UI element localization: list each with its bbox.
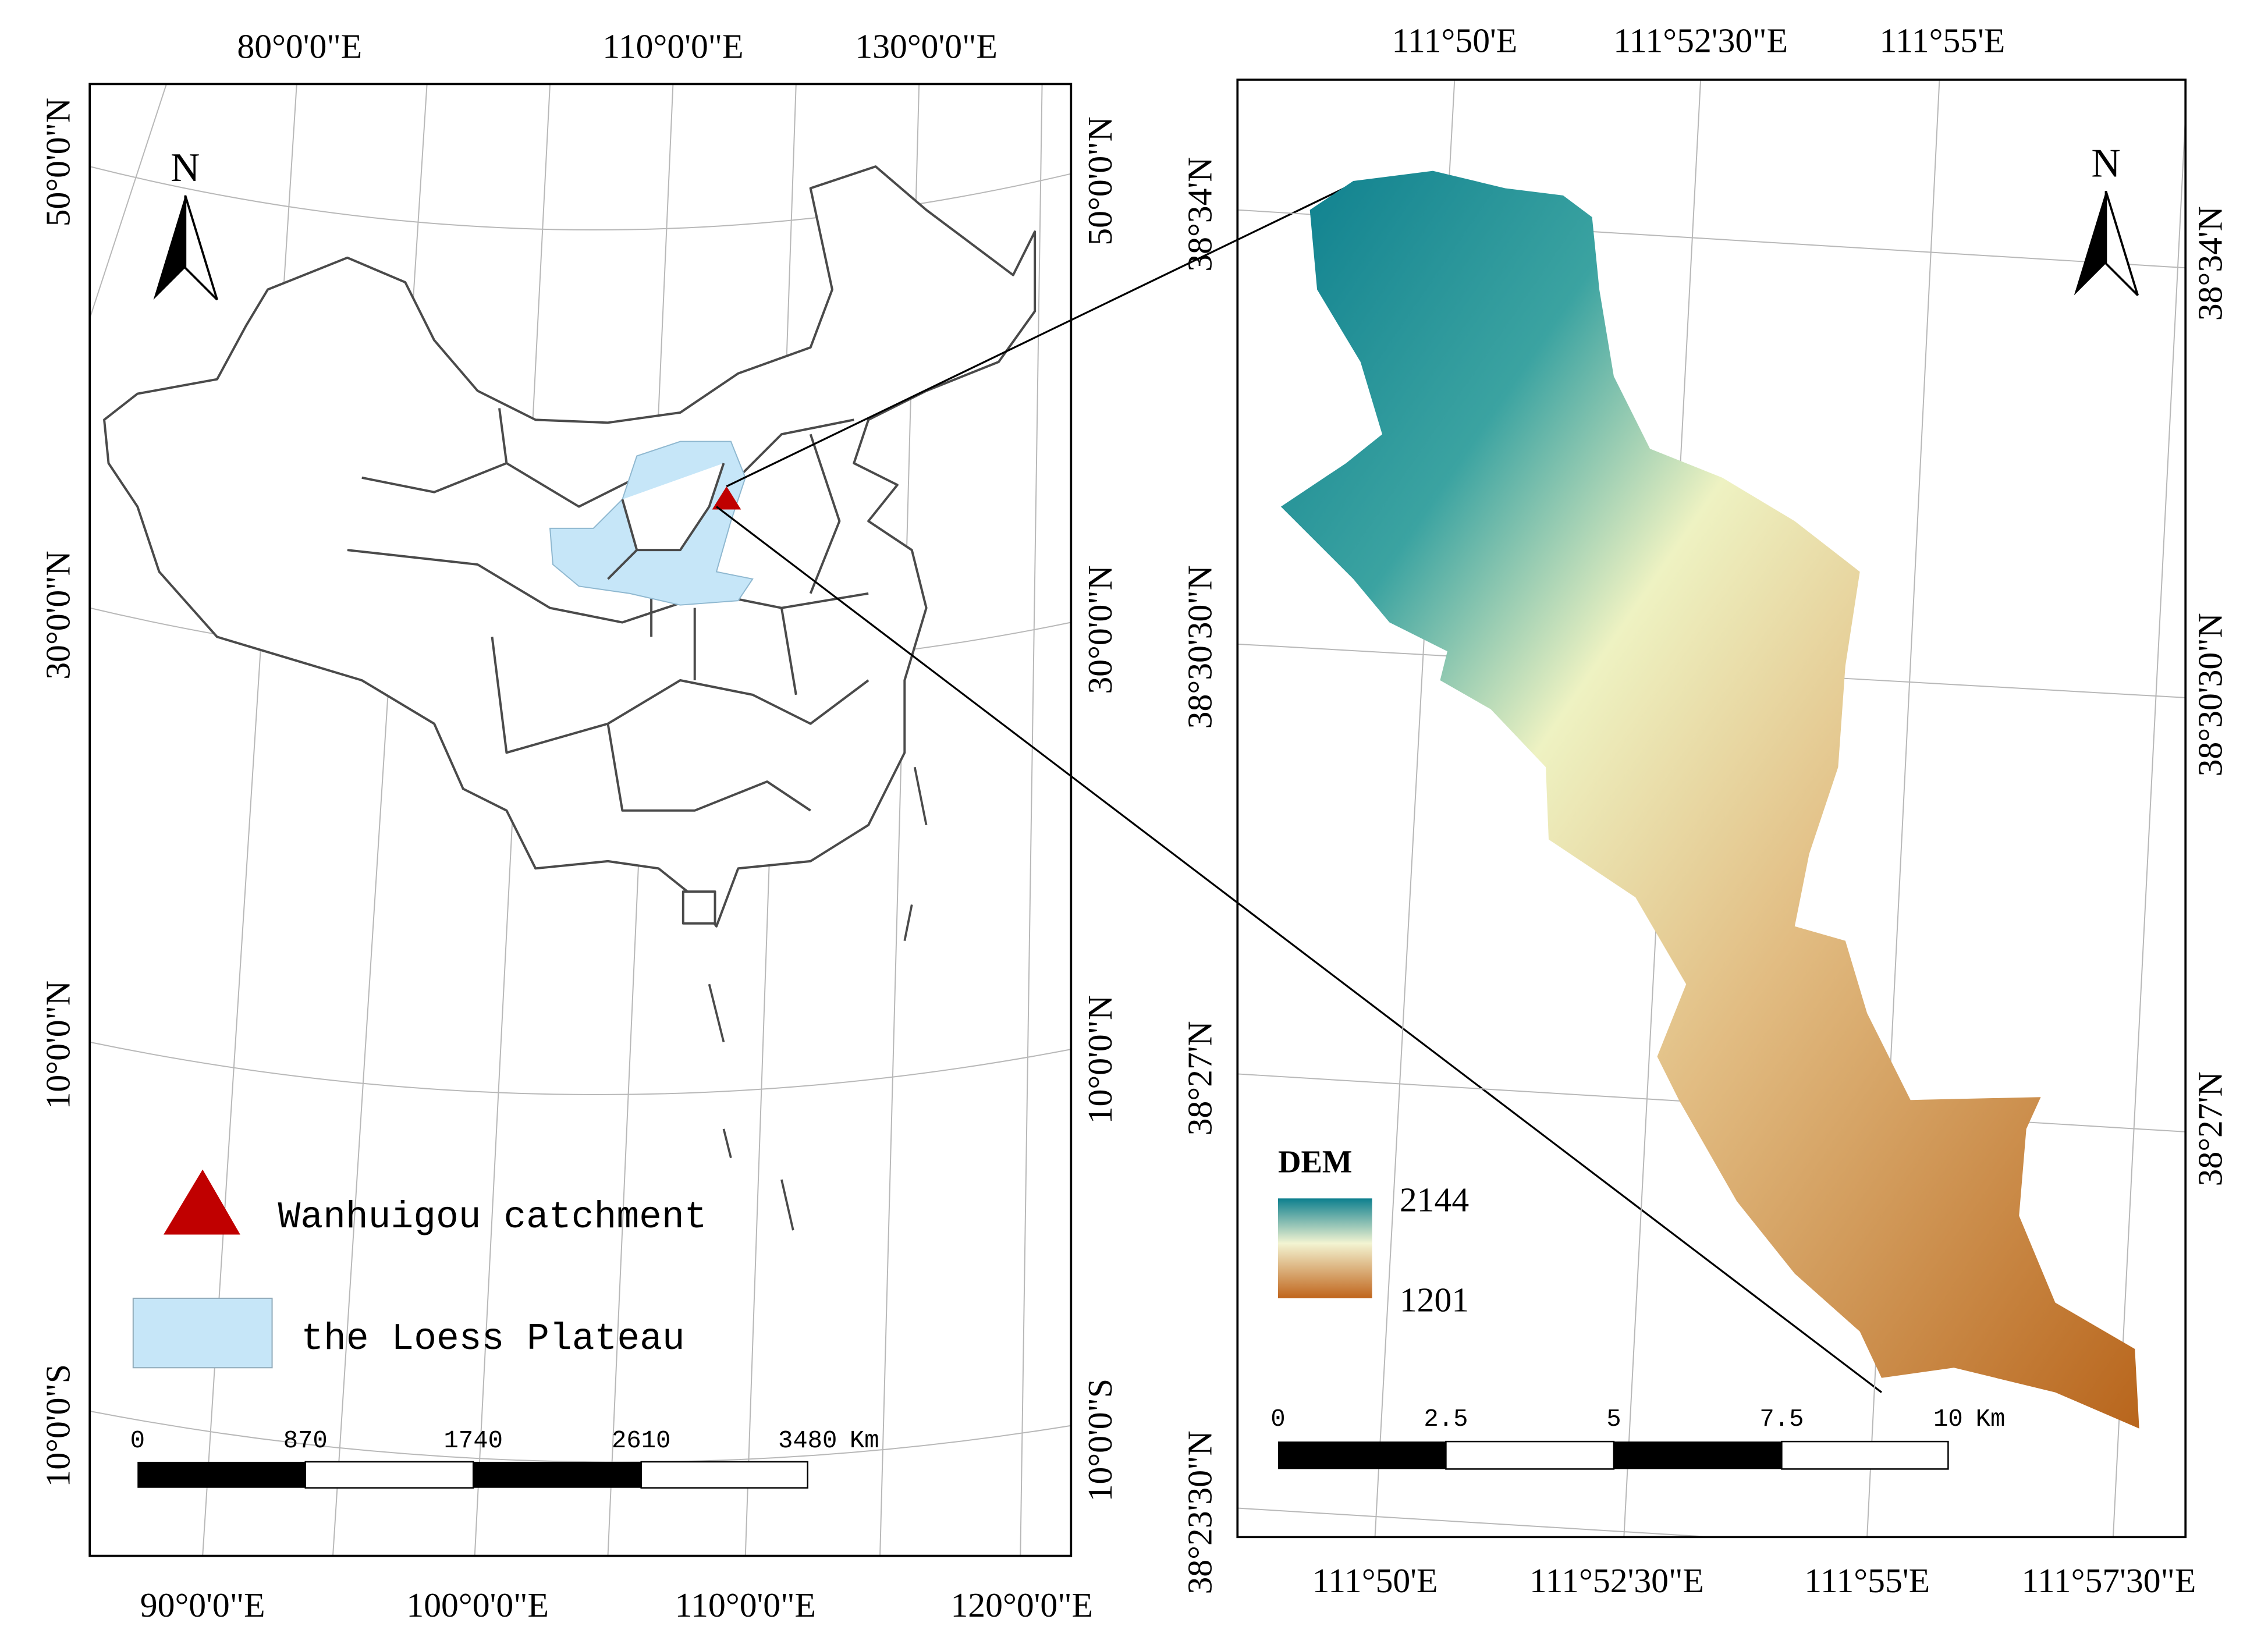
left-label: 10°0'0"N (38, 981, 77, 1109)
top-label: 80°0'0"E (237, 27, 362, 66)
hainan (682, 890, 716, 925)
scale-bar (1277, 1440, 1949, 1470)
left-frame (88, 83, 1073, 1557)
north-arrow: N (153, 145, 218, 301)
scale-label: 5 (1606, 1405, 1621, 1433)
top-label: 130°0'0"E (855, 27, 998, 66)
right-label: 50°0'0"N (1081, 116, 1119, 245)
scale-label: 7.5 (1759, 1405, 1804, 1433)
north-letter: N (2091, 141, 2120, 186)
top-label: 111°50'E (1392, 22, 1517, 60)
scale-unit: Km (1976, 1405, 2006, 1433)
bottom-label: 120°0'0"E (950, 1586, 1093, 1624)
right-label: 38°27'N (2191, 1071, 2229, 1186)
bottom-label: 100°0'0"E (406, 1586, 549, 1624)
dem-legend-max: 2144 (1400, 1181, 1469, 1219)
scale-label: 0 (130, 1427, 145, 1455)
bottom-label: 111°50'E (1312, 1561, 1438, 1600)
scale-bar (137, 1461, 808, 1489)
catchment-dem (1280, 171, 2139, 1429)
right-label: 38°30'30"N (2191, 613, 2229, 776)
scale-label: 1740 (443, 1427, 502, 1455)
right-frame (1236, 79, 2187, 1539)
left-label: 50°0'0"N (38, 98, 77, 226)
left-map-body (90, 84, 1071, 1556)
top-label: 111°52'30"E (1613, 22, 1788, 60)
scale-label: 2610 (612, 1427, 670, 1455)
right-label: 38°34'N (2191, 206, 2229, 321)
right-map-body (1237, 79, 2186, 1537)
dem-legend-min: 1201 (1400, 1280, 1469, 1319)
legend-label: the Loess Plateau (301, 1318, 684, 1361)
bottom-label: 90°0'0"E (140, 1586, 265, 1624)
dem-legend-ramp (1277, 1198, 1372, 1298)
left-label: 38°27'N (1181, 1021, 1219, 1135)
scale-unit: Km (850, 1427, 879, 1455)
left-label: 38°23'30"N (1181, 1430, 1219, 1594)
scale-label: 870 (283, 1427, 328, 1455)
dem-legend-title: DEM (1278, 1144, 1353, 1180)
scale-label: 10 (1933, 1405, 1963, 1433)
right-label: 30°0'0"N (1081, 565, 1119, 694)
left-label: 38°34'N (1181, 157, 1219, 272)
legend-triangle (164, 1169, 240, 1235)
right-label: 10°0'0"S (1081, 1379, 1119, 1502)
north-letter: N (171, 145, 200, 190)
bottom-label: 111°57'30"E (2022, 1561, 2196, 1600)
top-label: 110°0'0"E (602, 27, 743, 66)
legend-swatch (132, 1297, 273, 1369)
bottom-label: 110°0'0"E (675, 1586, 816, 1624)
legend-label: Wanhuigou catchment (278, 1196, 707, 1239)
bottom-label: 111°52'30"E (1529, 1561, 1704, 1600)
left-label: 38°30'30"N (1181, 565, 1219, 729)
scale-label: 2.5 (1424, 1405, 1468, 1433)
connector (716, 183, 1882, 1393)
bottom-label: 111°55'E (1804, 1561, 1930, 1600)
scale-label: 0 (1270, 1405, 1285, 1433)
right-label: 10°0'0"N (1081, 995, 1119, 1124)
scale-label: 3480 (778, 1427, 837, 1455)
top-label: 111°55'E (1880, 22, 2006, 60)
left-label: 10°0'0"S (38, 1364, 77, 1487)
north-arrow: N (2074, 141, 2139, 296)
left-label: 30°0'0"N (38, 551, 77, 679)
catchment-marker (712, 486, 741, 510)
